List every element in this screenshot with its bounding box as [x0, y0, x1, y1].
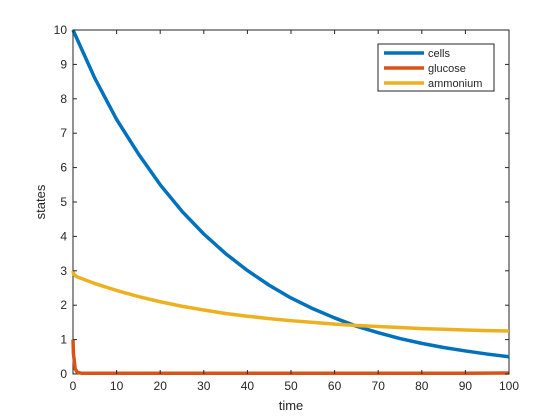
series-lines — [71, 29, 510, 376]
y-tick-label: 8 — [60, 92, 67, 106]
y-tick-label: 9 — [60, 57, 67, 71]
x-tick-label: 40 — [241, 379, 255, 393]
y-tick-label: 5 — [60, 195, 67, 209]
x-tick-label: 80 — [415, 379, 429, 393]
x-tick-label: 20 — [154, 379, 168, 393]
x-tick-label: 60 — [328, 379, 342, 393]
y-tick-label: 2 — [60, 298, 67, 312]
plot-area: 0 10 20 30 40 50 60 70 80 90 100 0 1 2 3 4 5 6 7 8 9 10 — [54, 23, 520, 393]
x-tick-label: 90 — [459, 379, 473, 393]
x-tick-label: 100 — [499, 379, 519, 393]
y-tick-label: 4 — [60, 229, 67, 243]
y-tick-label: 3 — [60, 264, 67, 278]
x-tick-label: 70 — [372, 379, 386, 393]
y-tick-label: 10 — [54, 23, 68, 37]
y-axis: 0 1 2 3 4 5 6 7 8 9 10 — [54, 23, 509, 381]
x-axis-title: time — [279, 398, 304, 413]
legend-label-glucose: glucose — [428, 63, 466, 75]
x-axis: 0 10 20 30 40 50 60 70 80 90 100 — [70, 30, 519, 393]
x-tick-label: 10 — [110, 379, 124, 393]
y-tick-label: 1 — [60, 333, 67, 347]
y-axis-title: states — [33, 184, 48, 219]
legend-label-cells: cells — [428, 48, 451, 60]
x-tick-label: 0 — [70, 379, 77, 393]
series-line-cells — [71, 29, 510, 359]
legend: cells glucose ammonium — [377, 43, 495, 92]
x-tick-label: 50 — [284, 379, 298, 393]
series-line-glucose — [71, 339, 510, 376]
legend-label-ammonium: ammonium — [428, 78, 482, 90]
x-tick-label: 30 — [197, 379, 211, 393]
series-line-ammonium — [71, 270, 510, 333]
y-tick-label: 0 — [60, 367, 67, 381]
y-tick-label: 6 — [60, 161, 67, 175]
y-tick-label: 7 — [60, 126, 67, 140]
